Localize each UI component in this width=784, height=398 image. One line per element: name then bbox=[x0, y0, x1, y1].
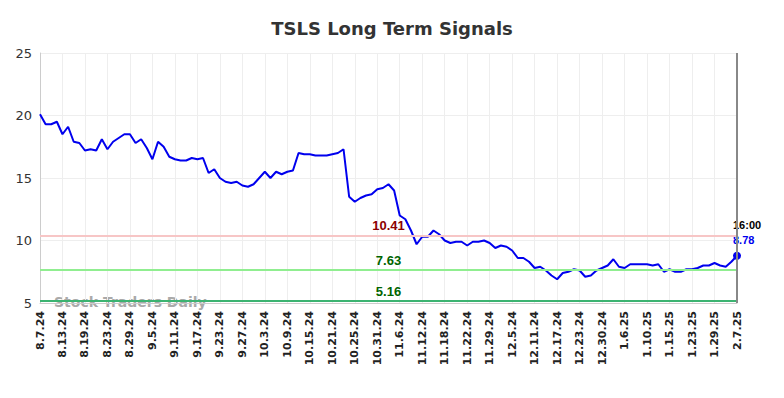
svg-text:11.18.24: 11.18.24 bbox=[438, 311, 451, 366]
svg-text:11.29.24: 11.29.24 bbox=[483, 311, 496, 366]
svg-text:1.6.25: 1.6.25 bbox=[618, 311, 631, 350]
svg-text:12.5.24: 12.5.24 bbox=[506, 311, 519, 358]
svg-text:8.7.24: 8.7.24 bbox=[34, 311, 47, 350]
svg-text:5.16: 5.16 bbox=[376, 284, 401, 299]
svg-text:11.22.24: 11.22.24 bbox=[461, 311, 474, 366]
svg-text:9.27.24: 9.27.24 bbox=[236, 311, 249, 358]
svg-text:10.41: 10.41 bbox=[372, 218, 405, 233]
svg-text:12.23.24: 12.23.24 bbox=[573, 311, 586, 366]
svg-text:10: 10 bbox=[15, 233, 32, 248]
svg-text:1.10.25: 1.10.25 bbox=[641, 311, 654, 358]
svg-text:1.15.25: 1.15.25 bbox=[663, 311, 676, 358]
svg-text:11.6.24: 11.6.24 bbox=[393, 311, 406, 358]
svg-text:2.7.25: 2.7.25 bbox=[731, 311, 744, 350]
svg-text:9.11.24: 9.11.24 bbox=[168, 311, 181, 358]
svg-text:1.23.25: 1.23.25 bbox=[686, 311, 699, 358]
svg-text:9.23.24: 9.23.24 bbox=[213, 311, 226, 358]
svg-text:5: 5 bbox=[24, 296, 32, 311]
svg-text:9.17.24: 9.17.24 bbox=[191, 311, 204, 358]
svg-text:12.17.24: 12.17.24 bbox=[551, 311, 564, 366]
svg-text:9.5.24: 9.5.24 bbox=[146, 311, 159, 350]
svg-text:1.29.25: 1.29.25 bbox=[708, 311, 721, 358]
svg-text:8.78: 8.78 bbox=[733, 234, 755, 247]
svg-text:8.19.24: 8.19.24 bbox=[78, 311, 91, 358]
svg-text:10.21.24: 10.21.24 bbox=[326, 311, 339, 366]
svg-text:10.9.24: 10.9.24 bbox=[281, 311, 294, 358]
svg-text:15: 15 bbox=[15, 171, 32, 186]
svg-text:10.31.24: 10.31.24 bbox=[371, 311, 384, 366]
svg-text:TSLS Long Term Signals: TSLS Long Term Signals bbox=[271, 18, 513, 39]
svg-text:8.29.24: 8.29.24 bbox=[123, 311, 136, 358]
svg-text:20: 20 bbox=[15, 108, 32, 123]
svg-text:16:00: 16:00 bbox=[733, 219, 762, 232]
svg-text:8.13.24: 8.13.24 bbox=[56, 311, 69, 358]
svg-text:7.63: 7.63 bbox=[376, 253, 401, 268]
svg-text:8.23.24: 8.23.24 bbox=[101, 311, 114, 358]
svg-text:12.11.24: 12.11.24 bbox=[528, 311, 541, 366]
svg-text:10.25.24: 10.25.24 bbox=[348, 311, 361, 366]
svg-text:25: 25 bbox=[15, 46, 32, 61]
svg-text:11.12.24: 11.12.24 bbox=[416, 311, 429, 366]
svg-text:12.30.24: 12.30.24 bbox=[596, 311, 609, 366]
svg-text:10.15.24: 10.15.24 bbox=[303, 311, 316, 366]
svg-text:10.3.24: 10.3.24 bbox=[258, 311, 271, 358]
